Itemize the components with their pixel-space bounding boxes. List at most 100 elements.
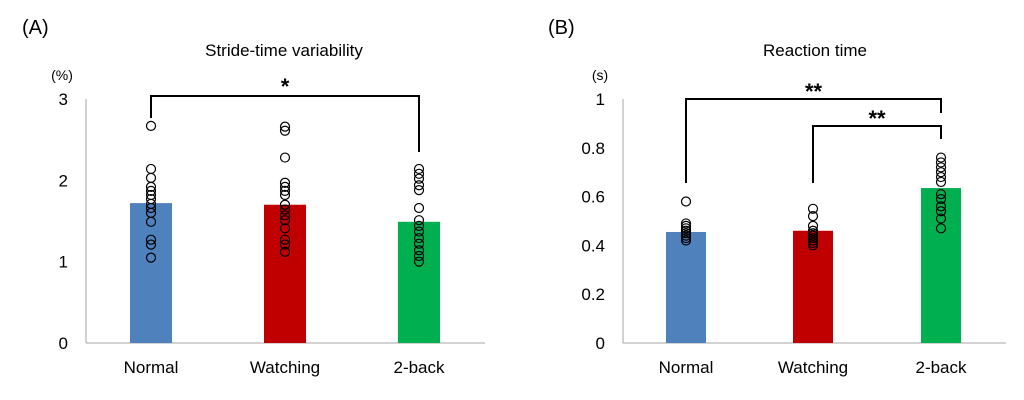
x-tick-label: Normal [124,358,179,377]
data-point [807,220,819,231]
chart-title: Reaction time [763,41,867,60]
data-point [145,202,157,214]
chart-title: Stride-time variability [205,41,363,60]
data-point [807,237,819,249]
data-point [413,232,425,244]
y-tick-label: 0 [59,334,68,353]
y-tick-label: 0.6 [581,188,605,207]
data-point [145,239,157,250]
significance-marker: * [281,74,290,99]
y-tick-label: 1 [59,253,68,272]
data-point [279,181,291,192]
data-point [807,225,819,236]
significance-bracket [812,125,942,183]
data-point [413,245,425,256]
data-point [145,172,157,183]
data-point [680,235,692,246]
data-point [279,152,291,163]
data-point [807,235,819,246]
data-point [145,185,157,197]
data-point [413,226,425,237]
y-tick-label: 0.8 [581,139,605,158]
data-point [279,246,291,258]
data-point [413,238,425,249]
data-point [413,180,425,191]
significance-marker: ** [868,106,886,131]
data-point [145,216,157,227]
data-point [807,232,819,244]
data-point [935,162,947,173]
y-axis-unit-label: (%) [51,67,73,83]
significance-bracket [150,95,420,152]
data-point [279,239,291,250]
x-tick-label: 2-back [915,358,967,377]
data-point [279,121,291,132]
panel-label: (B) [548,17,575,39]
bar-normal [666,231,706,343]
significance-bracket [685,98,942,183]
data-point [935,157,947,168]
data-point [279,234,291,245]
y-tick-label: 0.4 [581,236,605,255]
data-point [935,223,947,234]
bar-normal [130,203,172,343]
data-point [680,223,692,234]
x-tick-label: 2-back [393,358,445,377]
data-point [413,220,425,231]
data-point [279,210,291,221]
y-tick-label: 3 [59,90,68,109]
data-point [680,228,692,239]
data-point [935,189,947,200]
data-point [680,232,692,244]
x-tick-label: Watching [250,358,320,377]
data-point [935,206,947,217]
data-point [145,163,157,175]
x-tick-label: Watching [778,358,848,377]
data-point [413,202,425,214]
data-point [935,176,947,188]
data-point [413,250,425,262]
data-point [279,199,291,210]
data-point [279,223,291,234]
y-tick-label: 0 [596,334,605,353]
data-point [279,215,291,226]
data-point [807,230,819,241]
data-point [935,167,947,178]
bar-2-back [398,221,440,343]
data-point [935,152,947,163]
data-point [935,171,947,183]
data-point [680,196,692,207]
data-point [279,177,291,188]
data-point [413,163,425,175]
data-point [807,240,819,251]
data-point [807,211,819,222]
data-point [413,168,425,179]
data-point [413,184,425,196]
y-tick-label: 1 [596,90,605,109]
data-point [680,230,692,241]
bar-watching [264,204,306,343]
y-tick-label: 2 [59,171,68,190]
data-point [680,218,692,229]
x-tick-label: Normal [659,358,714,377]
data-point [413,215,425,226]
data-point [807,228,819,239]
data-point [279,189,291,201]
data-point [935,213,947,224]
data-point [935,193,947,205]
panel-label: (A) [22,17,49,39]
data-point [935,201,947,212]
data-point [413,173,425,184]
data-point [145,181,157,192]
data-point [279,204,291,215]
significance-marker: ** [805,79,823,104]
data-point [680,225,692,236]
data-point [413,256,425,267]
data-point [145,234,157,245]
data-point [807,203,819,214]
y-axis-unit-label: (s) [592,67,608,83]
data-point [279,185,291,197]
data-point [279,125,291,136]
y-tick-label: 0.2 [581,285,605,304]
